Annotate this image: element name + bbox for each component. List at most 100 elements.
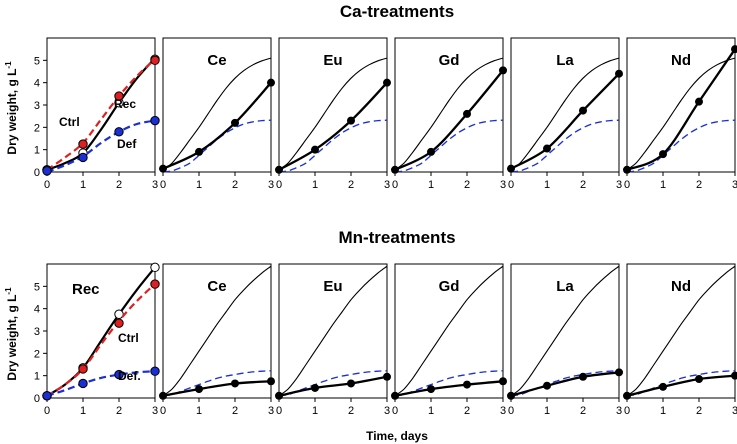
panel-frame	[278, 37, 388, 173]
x-tick-label: 3	[732, 405, 737, 417]
x-tick-label: 1	[196, 179, 202, 191]
mn-title: Mn-treatments	[338, 228, 455, 247]
mn-panel-eu: 0 1 2 3 Eu	[275, 263, 391, 417]
data-point	[114, 309, 124, 319]
mn-panel-nd: 0 1 2 3 Nd	[623, 263, 737, 417]
series-line-def	[46, 370, 156, 397]
ca-panel-ce: 0 1 2 3 Ce	[159, 37, 275, 191]
data-point	[78, 364, 88, 374]
series-label: Rec	[72, 281, 100, 298]
ca-panel-la: 0 1 2 3 La	[507, 37, 623, 191]
panel-frame	[162, 37, 272, 173]
x-tick-label: 0	[392, 405, 398, 417]
data-point	[78, 152, 88, 163]
reference-rec-line	[394, 265, 504, 397]
y-label-sup: -1	[4, 287, 13, 295]
reference-def-line	[510, 370, 620, 397]
panel-frame	[394, 37, 504, 173]
x-tick-label: 2	[464, 405, 470, 417]
x-tick-label: 0	[624, 405, 630, 417]
x-tick-label: 1	[428, 179, 434, 191]
ca-panel-nd: 0 1 2 3 Nd	[623, 37, 737, 191]
x-tick-label: 1	[80, 405, 86, 417]
treatment-line	[162, 380, 272, 397]
panel-label: Eu	[323, 52, 342, 69]
reference-rec-line	[626, 265, 736, 397]
x-tick-label: 3	[152, 179, 158, 191]
reference-def-line	[278, 370, 388, 397]
panel-label: La	[556, 52, 574, 69]
x-tick-label: 2	[464, 179, 470, 191]
reference-def-line	[394, 119, 504, 173]
x-tick-label: 3	[732, 179, 737, 191]
panel-label: Gd	[439, 52, 460, 69]
data-point	[383, 78, 391, 87]
x-tick-label: 1	[312, 405, 318, 417]
x-axis-label: Time, days	[366, 429, 428, 443]
series-line-ctrl	[46, 283, 156, 397]
data-point	[150, 366, 160, 376]
data-point	[623, 391, 631, 400]
data-point	[507, 164, 515, 173]
x-tick-label: 0	[508, 179, 514, 191]
x-tick-label: 3	[500, 179, 506, 191]
x-tick-label: 0	[508, 405, 514, 417]
data-point	[231, 118, 239, 127]
y-tick-label: 5	[34, 55, 40, 67]
data-point	[114, 318, 124, 328]
data-point	[78, 139, 88, 149]
data-point	[159, 164, 167, 173]
reference-rec-line	[162, 265, 272, 397]
data-point	[114, 91, 124, 101]
mn-panel-control: 0 1 2 3 0 1 2 3 4 5 Rec Ctrl Def.	[34, 262, 160, 417]
series-line-rec	[46, 266, 156, 397]
y-label-sup: -1	[4, 61, 13, 69]
x-tick-label: 1	[312, 179, 318, 191]
data-point	[150, 115, 160, 126]
x-tick-label: 2	[348, 179, 354, 191]
data-point	[427, 385, 435, 394]
data-point	[150, 262, 160, 273]
series-label: Def.	[118, 369, 141, 383]
data-point	[42, 391, 52, 401]
x-tick-label: 1	[544, 179, 550, 191]
data-point	[150, 55, 160, 66]
data-point	[659, 150, 667, 159]
ca-panel-control: 0 1 2 3 0 1 2 3 4 5 Ctrl Rec Def	[34, 37, 160, 191]
x-tick-label: 1	[660, 405, 666, 417]
x-tick-label: 0	[160, 179, 166, 191]
reference-def-line	[278, 119, 388, 173]
panel-frame	[46, 37, 156, 173]
mn-panel-gd: 0 1 2 3 Gd	[391, 263, 507, 417]
reference-def-line	[162, 119, 272, 173]
data-point	[150, 279, 160, 289]
panel-label: Ce	[207, 52, 226, 69]
panel-frame	[162, 263, 272, 399]
data-point	[731, 45, 737, 54]
treatment-line	[510, 371, 620, 397]
mn-panel-la: 0 1 2 3 La	[507, 263, 623, 417]
data-point	[543, 381, 551, 390]
x-tick-label: 3	[152, 405, 158, 417]
x-tick-label: 2	[116, 179, 122, 191]
x-tick-label: 0	[44, 405, 50, 417]
y-label-text: Dry weight, g L	[5, 69, 19, 155]
data-point	[391, 165, 399, 174]
x-tick-label: 2	[348, 405, 354, 417]
x-tick-label: 1	[428, 405, 434, 417]
data-point	[159, 391, 167, 400]
x-tick-label: 3	[384, 405, 390, 417]
y-tick-label: 0	[34, 393, 40, 405]
panel-label: Nd	[671, 278, 691, 295]
panel-label: Ce	[207, 278, 226, 295]
data-point	[114, 127, 124, 137]
y-tick-label: 5	[34, 281, 40, 293]
ca-title: Ca-treatments	[340, 2, 454, 21]
x-tick-label: 2	[116, 405, 122, 417]
y-tick-label: 2	[34, 122, 40, 134]
data-point	[267, 377, 275, 386]
data-point	[311, 145, 319, 154]
reference-def-line	[510, 119, 620, 173]
treatment-line	[626, 48, 736, 171]
